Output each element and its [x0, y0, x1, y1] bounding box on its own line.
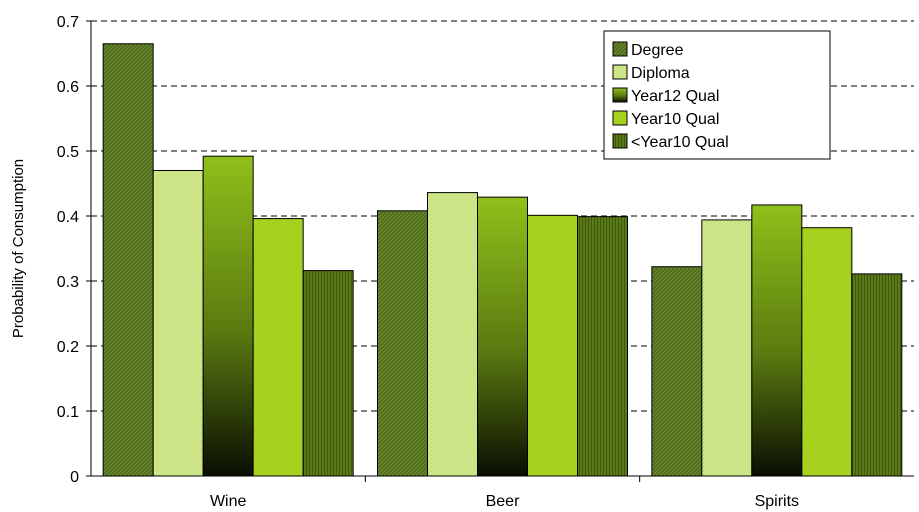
axes: 0 0.1 0.2 0.3 0.4 0.5 0.6 0.7 Wine Beer Spirits Pro…: [10, 14, 914, 510]
legend: Degree Diploma Year12 Qual Year10 Qual <Year…: [603, 30, 831, 160]
bar-beer-diploma: [427, 192, 478, 477]
legend-label: Degree: [631, 42, 684, 59]
legend-label: <Year10 Qual: [631, 134, 729, 151]
x-category-label: Beer: [486, 493, 520, 510]
y-tick-label: 0.7: [57, 14, 79, 31]
legend-label: Year12 Qual: [631, 88, 719, 105]
bar-beer-year10-qual: [527, 214, 578, 477]
bar-spirits-diploma: [701, 219, 753, 477]
legend-swatch: [612, 110, 628, 126]
bar-wine-degree: [102, 43, 154, 477]
y-tick-label: 0.2: [57, 339, 79, 356]
bar-spirits-year12-qual: [751, 204, 803, 477]
x-category-label: Spirits: [755, 493, 799, 510]
bar-spirits-year10-qual: [801, 227, 853, 477]
legend-label: Diploma: [631, 65, 690, 82]
x-category-label: Wine: [210, 493, 247, 510]
bar-wine-diploma: [152, 170, 204, 477]
bar-wine-year12-qual: [202, 155, 254, 477]
y-tick-label: 0: [70, 469, 79, 486]
y-tick-label: 0.6: [57, 79, 79, 96]
legend-swatch: [612, 41, 628, 57]
y-tick-label: 0.1: [57, 404, 79, 421]
y-tick-label: 0.4: [57, 209, 79, 226]
bar-wine-year10-qual: [302, 270, 354, 477]
legend-swatch: [612, 64, 628, 80]
bar-beer-year10-qual: [577, 216, 628, 477]
legend-swatch: [612, 133, 628, 149]
bar-spirits-year10-qual: [851, 273, 903, 477]
legend-box: [603, 30, 831, 160]
bar-beer-degree: [377, 210, 428, 477]
bars: [102, 43, 903, 477]
y-tick-label: 0.3: [57, 274, 79, 291]
y-axis-title: Probability of Consumption: [10, 159, 27, 338]
legend-swatch: [612, 87, 628, 103]
bar-beer-year12-qual: [477, 196, 528, 477]
y-tick-label: 0.5: [57, 144, 79, 161]
legend-label: Year10 Qual: [631, 111, 719, 128]
bar-spirits-degree: [651, 266, 703, 477]
bar-wine-year10-qual: [252, 218, 304, 477]
